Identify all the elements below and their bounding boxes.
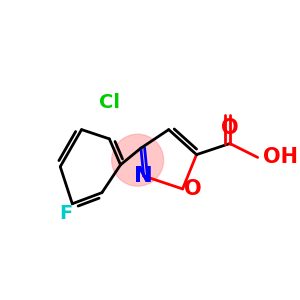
- Text: Cl: Cl: [99, 93, 120, 112]
- Text: F: F: [59, 203, 72, 223]
- Text: N: N: [134, 166, 153, 186]
- Text: O: O: [221, 118, 239, 138]
- Text: N: N: [134, 166, 153, 186]
- Circle shape: [112, 134, 164, 186]
- Text: OH: OH: [263, 147, 298, 167]
- Text: O: O: [184, 179, 202, 199]
